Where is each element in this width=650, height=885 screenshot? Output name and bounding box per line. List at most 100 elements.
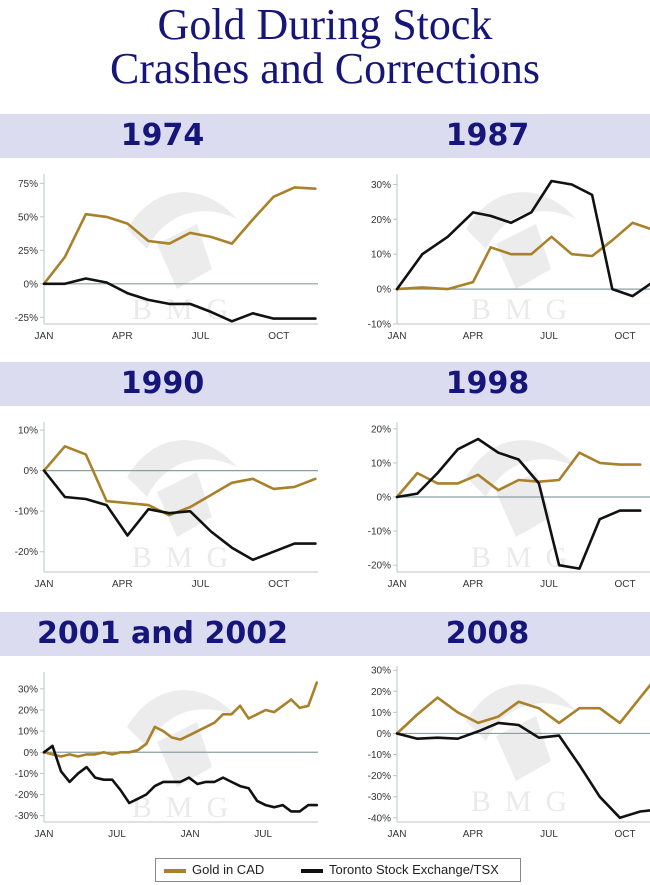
series-tsx-1998 [395,437,642,570]
y-tick-label-2008-5: 10% [371,708,391,719]
watermark-text-1987: BMG [471,293,581,326]
y-tick-label-2008-2: -20% [368,771,391,782]
y-tick-label-1998-3: 10% [371,458,391,469]
x-tick-label-1987-1: APR [463,331,484,342]
chart-title-2008: 2008 [445,616,530,651]
y-tick-label-1987-3: 20% [371,215,391,226]
year-band-row-2 [0,362,650,406]
y-tick-label-1987-2: 10% [371,250,391,261]
year-band-row-3 [0,612,650,656]
legend: Gold in CAD Toronto Stock Exchange/TSX [155,858,521,882]
watermark-text-1974: BMG [132,293,242,326]
y-tick-label-2001-2002-4: 10% [18,727,38,738]
y-tick-label-2008-4: 0% [377,729,392,740]
watermark-1998: BMG [466,440,576,574]
y-tick-label-1974-3: 50% [18,212,38,223]
watermark-griffin-body-icon-1974 [157,224,212,289]
chart-2001-2002: BMG -30% -20% -10% 0% 10% 20% 30% JAN JUL JAN JUL [15,672,319,840]
y-tick-label-1990-2: 0% [24,466,39,477]
legend-gold-label: Gold in CAD [192,862,265,877]
watermark-griffin-body-icon-2008 [496,716,551,781]
watermark-2001-2002: BMG [127,690,242,824]
chart-1998: BMG -20% -10% 0% 10% 20% JAN APR JUL OCT [368,422,650,590]
x-tick-label-1990-2: JUL [192,579,210,590]
series-gold-2001-2002 [42,681,319,758]
y-tick-label-2008-6: 20% [371,687,391,698]
y-tick-label-1990-1: -10% [15,507,38,518]
x-tick-label-1990-1: APR [112,579,133,590]
watermark-griffin-icon-1974 [127,192,237,249]
legend-tsx-label: Toronto Stock Exchange/TSX [329,862,499,877]
watermark-griffin-icon-2001-2002 [127,690,237,747]
y-tick-label-1974-1: 0% [24,279,39,290]
watermark-1987: BMG [466,192,581,326]
y-tick-label-2001-2002-6: 30% [18,684,38,695]
y-tick-label-1974-2: 25% [18,246,38,257]
x-tick-label-2008-1: APR [463,829,484,840]
y-tick-label-2008-1: -30% [368,792,391,803]
page-title-line-2: Crashes and Corrections [109,44,541,93]
x-tick-label-2001-2002-2: JAN [181,829,200,840]
x-tick-label-1990-0: JAN [35,579,54,590]
x-tick-label-1974-0: JAN [35,331,54,342]
series-gold-1998 [395,451,642,499]
watermark-griffin-body-icon-1998 [496,472,551,537]
y-tick-label-2008-0: -40% [368,813,391,824]
chart-2008: BMG -40% -30% -20% -10% 0% 10% 20% 30% JAN APR JUL O… [368,666,650,840]
chart-title-1998: 1998 [445,366,530,401]
watermark-text-2001-2002: BMG [132,791,242,824]
x-tick-label-2008-0: JAN [388,829,407,840]
y-tick-label-1974-0: -25% [15,313,38,324]
x-tick-label-2001-2002-3: JUL [254,829,272,840]
year-band-row-1 [0,114,650,158]
legend-gold-swatch [164,869,186,873]
watermark-griffin-icon-1987 [466,192,576,249]
x-tick-label-1990-3: OCT [268,579,289,590]
series-tsx-1987 [395,179,650,298]
y-tick-label-1974-4: 75% [18,179,38,190]
chart-title-1987: 1987 [445,118,530,153]
chart-title-1974: 1974 [120,118,205,153]
watermark-griffin-icon-1990 [127,440,237,497]
x-tick-label-1987-3: OCT [614,331,635,342]
x-tick-label-2001-2002-0: JAN [35,829,54,840]
y-tick-label-2001-2002-0: -30% [15,811,38,822]
chart-title-2001-2002: 2001 and 2002 [37,616,288,651]
chart-1987: BMG -10% 0% 10% 20% 30% JAN APR JUL OCT [368,174,650,342]
series-gold-1974 [42,186,317,286]
x-tick-label-2001-2002-1: JUL [108,829,126,840]
series-tsx-2001-2002 [42,744,319,813]
y-tick-label-1987-1: 0% [377,285,392,296]
x-tick-label-1998-3: OCT [614,579,635,590]
y-tick-label-2001-2002-5: 20% [18,706,38,717]
y-tick-label-2008-7: 30% [371,666,391,677]
watermark-1990: BMG [127,440,242,574]
x-tick-label-1987-0: JAN [388,331,407,342]
watermark-griffin-icon-2008 [466,684,576,741]
y-tick-label-1998-4: 20% [371,424,391,435]
series-tsx-2008 [395,721,650,820]
watermark-griffin-body-icon-1987 [496,224,551,289]
x-tick-label-1987-2: JUL [540,331,558,342]
watermark-text-2008: BMG [471,785,581,818]
y-tick-label-2001-2002-2: -10% [15,769,38,780]
series-gold-1987 [395,221,650,291]
x-tick-label-1998-0: JAN [388,579,407,590]
y-tick-label-1987-0: -10% [368,320,391,331]
series-tsx-1974 [42,277,317,323]
series-gold-2008 [395,683,650,735]
x-tick-label-1974-3: OCT [268,331,289,342]
y-tick-label-2008-3: -10% [368,750,391,761]
x-tick-label-2008-2: JUL [540,829,558,840]
chart-title-1990: 1990 [120,366,205,401]
x-tick-label-2008-3: OCT [614,829,635,840]
y-tick-label-1998-1: -10% [368,527,391,538]
y-tick-label-2001-2002-3: 0% [24,748,39,759]
chart-1974: BMG -25% 0% 25% 50% 75% JAN APR JUL OCT [15,174,318,342]
x-tick-label-1998-2: JUL [540,579,558,590]
watermark-2008: BMG [466,684,581,818]
watermark-griffin-body-icon-1990 [157,472,212,537]
watermark-text-1990: BMG [132,541,242,574]
y-tick-label-1990-3: 10% [18,426,38,437]
y-tick-label-1990-0: -20% [15,547,38,558]
